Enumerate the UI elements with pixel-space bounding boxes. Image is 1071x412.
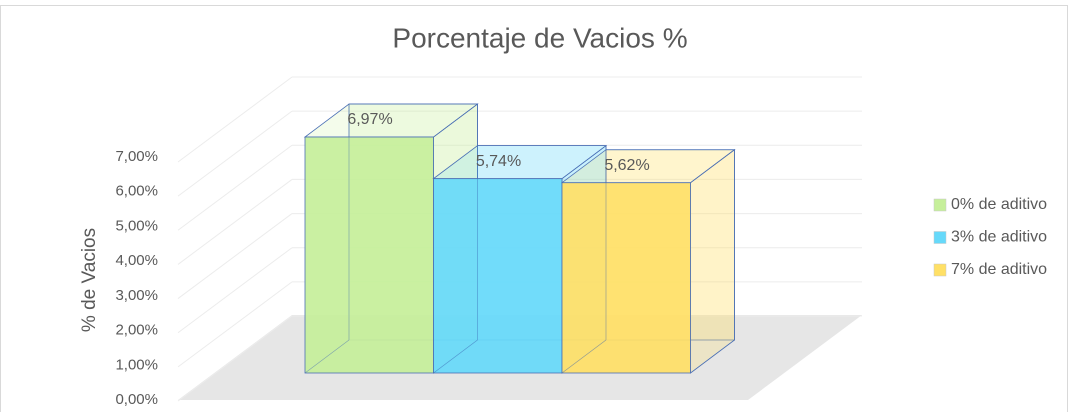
- bar: [304, 136, 434, 374]
- bar-edge: [304, 339, 350, 374]
- bar-side: [690, 148, 735, 374]
- bar-edge: [433, 339, 478, 374]
- legend-swatch: [933, 263, 947, 277]
- bar: [561, 182, 691, 374]
- legend-swatch: [933, 231, 947, 244]
- y-tick-label: 5,00%: [115, 217, 158, 234]
- grid-line: [177, 179, 293, 265]
- y-tick-label: 3,00%: [115, 287, 158, 304]
- legend-label: 7% de aditivo: [951, 261, 1047, 278]
- y-tick-label: 4,00%: [115, 252, 158, 269]
- grid-line: [177, 110, 293, 197]
- y-tick-label: 1,00%: [115, 356, 158, 373]
- y-axis-label: % de Vacios: [79, 228, 100, 332]
- legend-label: 0% de aditivo: [951, 196, 1047, 213]
- grid-line: [177, 281, 293, 368]
- bar-edge: [561, 339, 607, 374]
- chart-title: Porcentaje de Vacios %: [392, 22, 687, 53]
- y-tick-label: 6,00%: [115, 183, 158, 200]
- data-label: 5,62%: [604, 157, 649, 174]
- data-label: 5,74%: [476, 153, 521, 170]
- y-tick-label: 7,00%: [115, 148, 158, 165]
- grid-line: [177, 213, 293, 299]
- grid-line: [177, 315, 293, 402]
- data-label: 6,97%: [347, 111, 392, 128]
- legend-label: 3% de aditivo: [951, 229, 1047, 246]
- grid-line: [177, 247, 293, 334]
- bar: [433, 178, 563, 374]
- y-tick-label: 2,00%: [115, 322, 158, 339]
- grid-line: [177, 144, 293, 231]
- grid-line: [177, 76, 293, 163]
- y-tick-label: 0,00%: [115, 391, 158, 408]
- legend-swatch: [933, 198, 947, 212]
